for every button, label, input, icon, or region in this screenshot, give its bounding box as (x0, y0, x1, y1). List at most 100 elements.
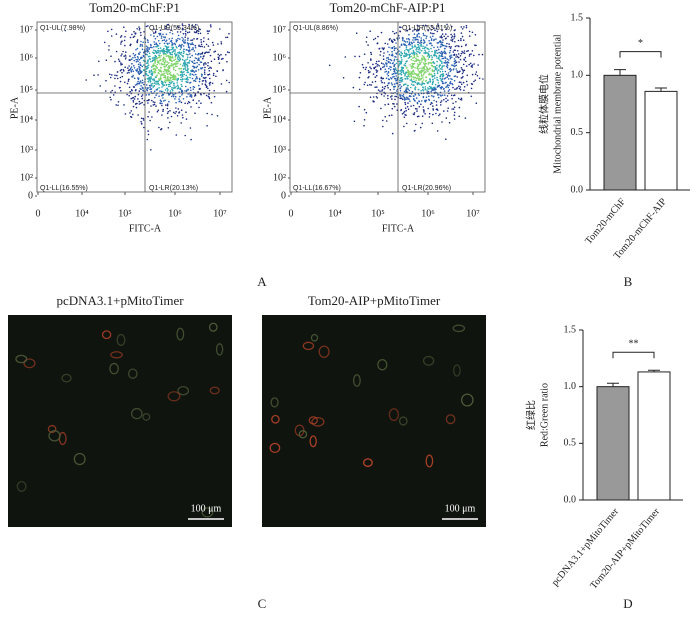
dot (427, 90, 430, 93)
dot (156, 88, 159, 90)
dot (178, 87, 180, 90)
dot (427, 68, 430, 71)
dot (456, 55, 459, 58)
dot (186, 58, 189, 60)
dot (379, 50, 382, 53)
dot (154, 61, 157, 63)
dot (161, 63, 163, 66)
dot (139, 43, 142, 46)
dot (407, 102, 409, 104)
dot (393, 88, 395, 90)
error-bar (655, 87, 667, 92)
dot (179, 38, 181, 40)
dot (162, 73, 164, 75)
dot (138, 29, 141, 31)
dot (424, 34, 426, 37)
y-tick-label: 10⁴ (20, 114, 34, 125)
dot (152, 51, 154, 54)
dot (193, 50, 196, 52)
dot (364, 81, 366, 84)
dot (384, 68, 387, 71)
dot (395, 42, 397, 44)
dot (155, 67, 157, 69)
dot (388, 67, 390, 70)
dot (440, 104, 442, 106)
dot (201, 45, 203, 48)
dot (413, 62, 416, 65)
dot (441, 29, 443, 32)
dot (387, 74, 390, 77)
dot (422, 106, 425, 108)
dot (423, 57, 426, 60)
y-axis-label: 线粒体膜电位 (537, 74, 550, 134)
dot (165, 61, 167, 63)
dot (394, 78, 397, 80)
dot (445, 86, 447, 88)
dot (149, 86, 151, 89)
dot (370, 67, 372, 70)
dot (358, 76, 361, 79)
dot (400, 97, 402, 100)
dot (380, 80, 383, 82)
dot (439, 52, 442, 54)
dot (403, 116, 406, 118)
dot (129, 112, 131, 114)
dot (184, 32, 187, 35)
dot (167, 127, 170, 129)
dot (447, 59, 450, 61)
dot (203, 63, 205, 65)
x-tick-label: 10⁶ (421, 208, 435, 219)
dot (399, 30, 401, 32)
dot (446, 66, 449, 69)
dot (463, 69, 466, 72)
dot (414, 45, 417, 48)
dot (135, 49, 137, 51)
y-tick-label: 10⁷ (20, 24, 34, 35)
dot (194, 26, 197, 29)
dot (168, 59, 171, 61)
dot (450, 25, 453, 28)
dot (210, 26, 212, 28)
dot (171, 86, 173, 89)
dot (155, 105, 157, 107)
dot (418, 61, 421, 63)
dot (205, 84, 207, 87)
dot (376, 65, 378, 67)
dot (154, 30, 157, 33)
dot (442, 88, 445, 90)
cell (298, 430, 308, 439)
dot (150, 44, 152, 47)
dot (118, 60, 121, 62)
dot (428, 116, 431, 118)
dot (124, 44, 126, 47)
dot (184, 41, 186, 43)
dot (384, 116, 387, 118)
dot (415, 77, 418, 80)
dot (453, 79, 456, 82)
dot (416, 108, 418, 110)
dot (157, 45, 160, 47)
dot (166, 61, 169, 63)
dot (162, 53, 165, 56)
dot (426, 44, 428, 46)
dot (154, 101, 156, 104)
dot (133, 98, 136, 100)
dot (435, 112, 437, 115)
dot (176, 82, 178, 84)
dot (177, 54, 180, 56)
dot (405, 53, 407, 56)
dot (114, 77, 116, 80)
quadrant-label: Q1-UL(8.86%) (293, 25, 338, 32)
dot (401, 36, 404, 39)
dot (148, 111, 150, 113)
dot (446, 110, 449, 112)
dot (166, 42, 168, 45)
dot (132, 36, 135, 38)
dot (365, 111, 368, 114)
dot (431, 50, 433, 53)
dot (171, 76, 174, 79)
dot (168, 65, 170, 67)
dot (405, 87, 408, 89)
bar (603, 74, 637, 191)
dot (108, 49, 110, 51)
